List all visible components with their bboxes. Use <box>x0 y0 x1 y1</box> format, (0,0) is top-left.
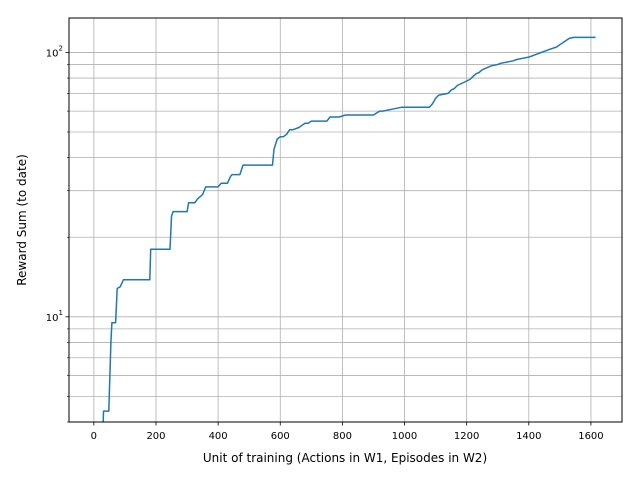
x-tick-label: 800 <box>333 431 352 442</box>
y-tick-exponent: 2 <box>59 44 63 52</box>
x-tick-label: 1400 <box>516 431 541 442</box>
x-tick-label: 400 <box>209 431 228 442</box>
x-axis-ticks: 0 200 400 600 800 1000 1200 1400 1600 <box>91 422 604 442</box>
series-layer <box>102 36 596 423</box>
plot-frame <box>68 17 623 423</box>
y-tick-exponent: 1 <box>59 309 63 317</box>
x-tick-label: 200 <box>146 431 165 442</box>
x-tick-label: 1600 <box>578 431 603 442</box>
x-axis-label: Unit of training (Actions in W1, Episode… <box>203 451 487 465</box>
grid <box>69 18 622 423</box>
y-axis-label: Reward Sum (to date) <box>15 154 29 286</box>
x-tick-label: 1000 <box>392 431 417 442</box>
x-tick-label: 600 <box>271 431 290 442</box>
series-line <box>102 36 596 423</box>
x-tick-label: 0 <box>91 431 97 442</box>
x-tick-label: 1200 <box>454 431 479 442</box>
